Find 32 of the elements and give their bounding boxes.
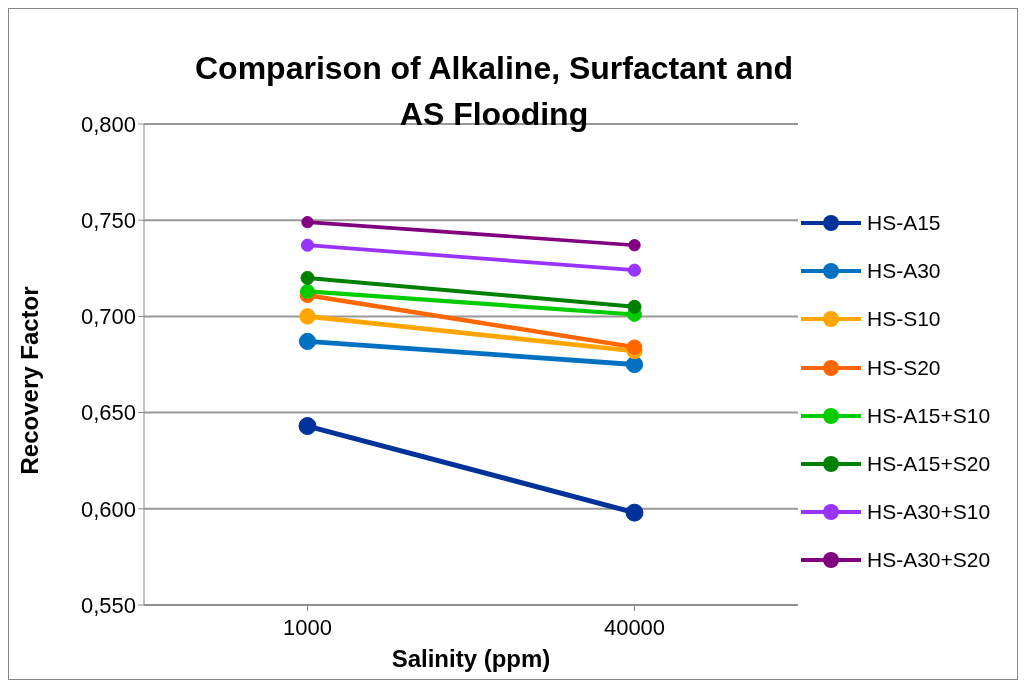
- x-tick-label: 40000: [603, 614, 666, 640]
- y-tick-label: 0,550: [80, 592, 136, 618]
- x-axis-title: Salinity (ppm): [391, 645, 551, 672]
- legend-label: HS-S20: [867, 355, 941, 380]
- point: [300, 238, 315, 252]
- point: [625, 355, 644, 374]
- point: [626, 339, 643, 355]
- x-tick-label: 1000: [283, 614, 332, 640]
- legend-label: HS-A15: [867, 211, 941, 236]
- chart-title: Comparison of Alkaline, Surfactant and AS Flooding: [194, 49, 794, 134]
- point: [627, 263, 642, 277]
- legend-label: HS-A30+S10: [867, 500, 991, 525]
- point: [298, 417, 317, 436]
- point: [627, 299, 642, 314]
- point: [298, 332, 317, 351]
- legend-label: HS-A30+S20: [867, 548, 991, 573]
- y-axis-title: Recovery Factor: [15, 286, 43, 475]
- y-tick-label: 0,750: [80, 208, 136, 234]
- legend-label: HS-A15+S10: [867, 403, 991, 428]
- point: [625, 503, 644, 522]
- y-tick-label: 0,600: [80, 496, 136, 522]
- point: [300, 283, 315, 299]
- y-tick-label: 0,700: [80, 304, 136, 330]
- y-tick-label: 0,800: [80, 111, 136, 137]
- legend-label: HS-A30: [867, 259, 941, 284]
- y-tick-label: 0,650: [80, 400, 136, 426]
- point: [301, 215, 314, 229]
- legend-label: HS-S10: [867, 307, 941, 332]
- point: [299, 308, 316, 325]
- legend-label: HS-A15+S20: [867, 452, 991, 477]
- point: [300, 270, 315, 285]
- point: [628, 239, 641, 252]
